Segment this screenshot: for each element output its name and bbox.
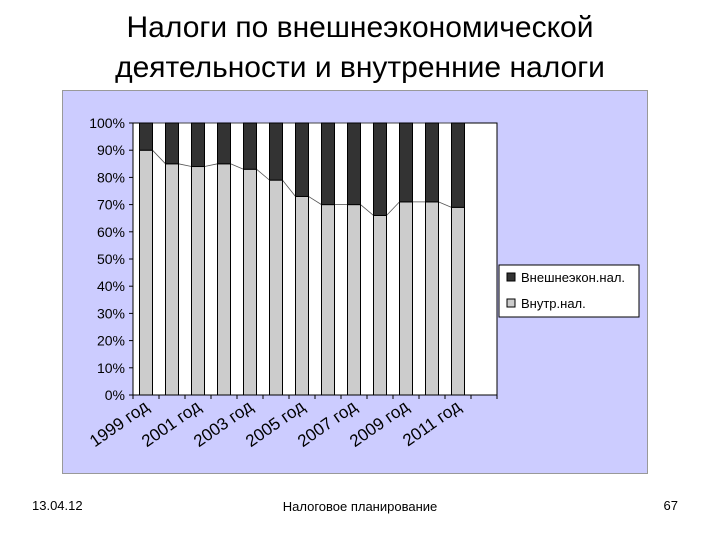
footer-date: 13.04.12 <box>32 498 83 513</box>
series-line-internal <box>230 163 244 170</box>
bar-external-taxes <box>165 122 179 165</box>
series-line-internal <box>438 201 452 208</box>
y-tick-label: 100% <box>89 115 125 131</box>
bar-internal-taxes <box>295 195 309 396</box>
series-line-internal <box>152 149 166 165</box>
slide-title: Налоги по внешнеэкономической деятельнос… <box>0 8 720 88</box>
y-tick-label: 50% <box>97 251 125 267</box>
bar-internal-taxes <box>139 149 153 396</box>
series-line-internal <box>204 163 218 167</box>
bar-internal-taxes <box>269 179 283 396</box>
legend-swatch <box>506 298 516 308</box>
bar-internal-taxes <box>191 166 205 396</box>
y-tick-label: 10% <box>97 360 125 376</box>
bar-internal-taxes <box>321 204 335 396</box>
legend <box>498 264 640 318</box>
series-line-internal <box>360 204 374 216</box>
bar-external-taxes <box>217 122 231 165</box>
bar-internal-taxes <box>243 168 257 396</box>
x-tick-label: 2009 год <box>346 397 412 451</box>
bar-external-taxes <box>373 122 387 216</box>
series-line-internal <box>256 168 270 181</box>
bar-internal-taxes <box>451 206 465 396</box>
y-tick-label: 90% <box>97 142 125 158</box>
y-tick-label: 60% <box>97 224 125 240</box>
stacked-bar-chart: 0%10%20%30%40%50%60%70%80%90%100%1999 го… <box>86 115 640 451</box>
bar-external-taxes <box>269 122 283 181</box>
bar-external-taxes <box>425 122 439 203</box>
series-line-internal <box>178 163 192 167</box>
series-line-internal <box>386 201 400 216</box>
bar-external-taxes <box>451 122 465 208</box>
bar-internal-taxes <box>399 201 413 396</box>
bar-internal-taxes <box>217 163 231 396</box>
plot-area <box>132 122 498 396</box>
bar-external-taxes <box>321 122 335 206</box>
legend-label: Внешнеэкон.нал. <box>521 270 625 285</box>
bar-external-taxes <box>191 122 205 168</box>
bar-external-taxes <box>243 122 257 170</box>
slide-title-line-2: деятельности и внутренние налоги <box>115 51 605 84</box>
bar-internal-taxes <box>425 201 439 396</box>
bar-external-taxes <box>139 122 153 151</box>
bar-external-taxes <box>347 122 361 206</box>
x-tick-label: 2011 год <box>399 397 464 451</box>
bar-external-taxes <box>399 122 413 203</box>
series-line-internal <box>308 196 322 205</box>
y-tick-label: 80% <box>97 169 125 185</box>
bar-internal-taxes <box>347 204 361 396</box>
y-tick-label: 70% <box>97 197 125 213</box>
legend-swatch <box>506 272 516 282</box>
legend-label: Внутр.нал. <box>521 296 586 311</box>
y-tick-label: 0% <box>105 387 125 403</box>
footer-page-number: 67 <box>663 498 678 513</box>
y-tick-label: 40% <box>97 278 125 294</box>
y-tick-label: 20% <box>97 333 125 349</box>
bar-internal-taxes <box>165 163 179 396</box>
bar-external-taxes <box>295 122 309 197</box>
series-line-internal <box>282 179 296 197</box>
bar-internal-taxes <box>373 214 387 396</box>
y-tick-label: 30% <box>97 305 125 321</box>
footer-title: Налоговое планирование <box>282 499 438 514</box>
chart-container: 0% 10% 20% 30% 40% 50% 60% 70% 80% 90% 100% 1999 го… <box>62 90 648 474</box>
slide-title-line-1: Налоги по внешнеэкономической <box>126 11 594 44</box>
